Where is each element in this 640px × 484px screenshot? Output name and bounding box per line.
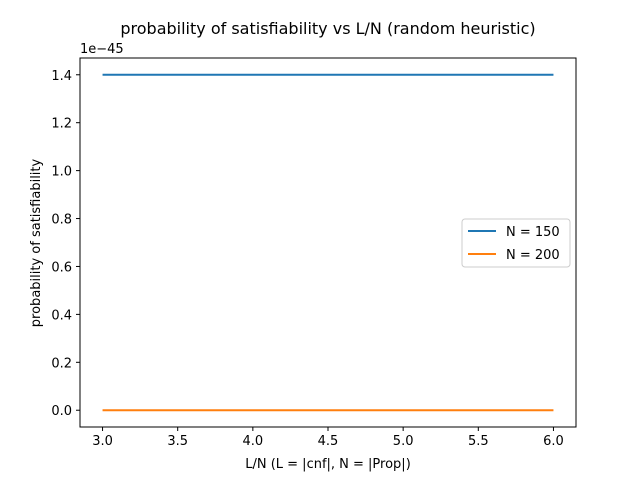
x-tick-label: 4.0 <box>243 434 264 449</box>
y-axis-label: probability of satisfiability <box>29 158 44 327</box>
x-tick-label: 5.0 <box>393 434 414 449</box>
y-tick-label: 1.2 <box>51 117 72 132</box>
legend-label: N = 150 <box>506 225 560 240</box>
y-offset-text: 1e−45 <box>80 42 124 57</box>
y-tick-label: 0.4 <box>51 308 72 323</box>
y-axis-ticks: 0.0 0.2 0.4 0.6 0.8 1.0 1.2 1.4 <box>51 69 80 419</box>
y-tick-label: 0.2 <box>51 356 72 371</box>
series-lines <box>102 73 554 412</box>
plot-frame <box>79 57 577 428</box>
x-tick-label: 3.0 <box>92 434 113 449</box>
legend: N = 150 N = 200 <box>461 218 571 268</box>
y-tick-label: 0.0 <box>51 404 72 419</box>
x-tick-label: 4.5 <box>318 434 339 449</box>
legend-label: N = 200 <box>506 248 560 263</box>
x-tick-label: 5.5 <box>468 434 489 449</box>
x-tick-label: 6.0 <box>543 434 564 449</box>
x-axis-ticks: 3.0 3.5 4.0 4.5 5.0 5.5 6.0 <box>92 427 564 449</box>
y-tick-label: 1.0 <box>51 165 72 180</box>
x-axis-label: L/N (L = |cnf|, N = |Prop|) <box>245 457 411 472</box>
y-tick-label: 0.6 <box>51 260 72 275</box>
y-tick-label: 0.8 <box>51 213 72 228</box>
chart-title: probability of satisfiability vs L/N (ra… <box>120 19 535 38</box>
y-tick-label: 1.4 <box>51 69 72 84</box>
x-tick-label: 3.5 <box>167 434 188 449</box>
